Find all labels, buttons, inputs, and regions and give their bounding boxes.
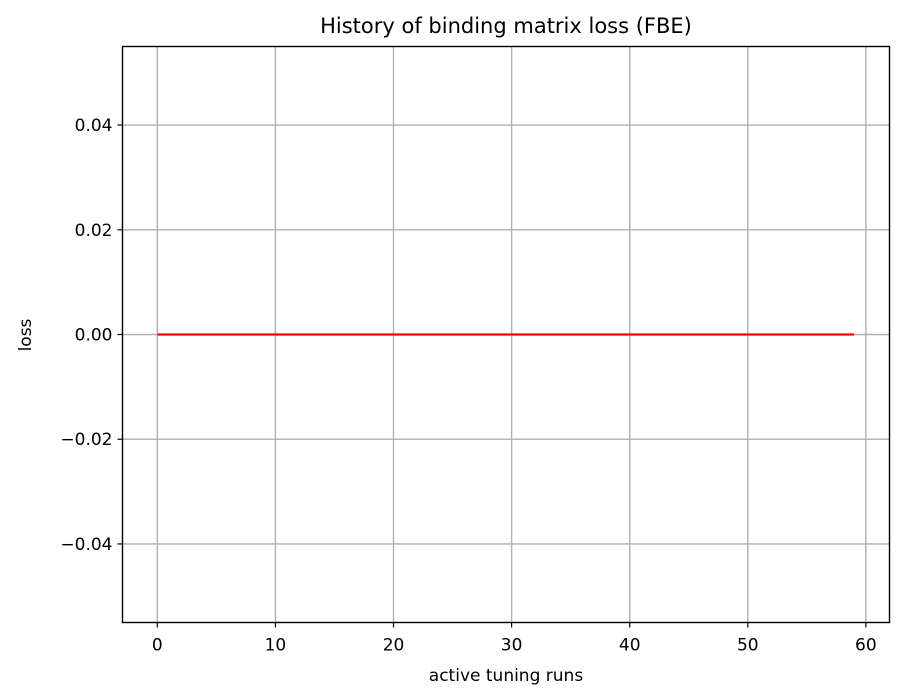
y-tick-label: −0.04 [60,535,112,555]
y-tick-label: 0.04 [75,116,113,136]
y-tick-label: 0.02 [75,221,113,241]
x-tick-label: 10 [265,636,287,656]
x-tick-label: 30 [501,636,523,656]
x-tick-label: 50 [737,636,759,656]
x-tick-label: 60 [855,636,877,656]
chart-title: History of binding matrix loss (FBE) [320,14,692,38]
x-tick-label: 40 [619,636,641,656]
x-tick-label: 20 [383,636,405,656]
y-tick-label: 0.00 [75,326,113,346]
ticks: 0 10 20 30 40 50 60 −0.04 −0.02 0.00 0.02 0.04 [60,116,876,655]
x-tick-label: 0 [152,636,163,656]
y-axis-label: loss [16,318,36,351]
y-tick-label: −0.02 [60,430,112,450]
x-axis-label: active tuning runs [429,666,584,686]
